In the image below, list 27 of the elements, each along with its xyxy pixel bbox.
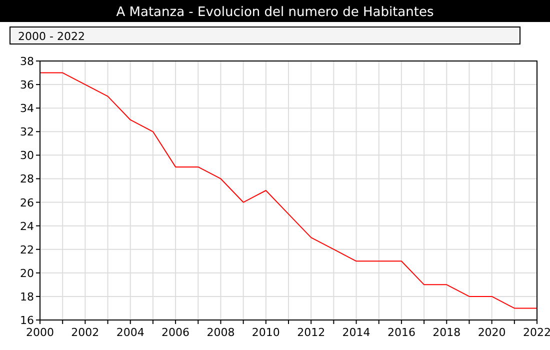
y-tick-label: 36 xyxy=(20,78,34,92)
y-tick-label: 32 xyxy=(20,126,34,139)
y-tick-label: 18 xyxy=(20,290,34,304)
y-tick-label: 28 xyxy=(20,172,34,186)
x-tick-label: 2014 xyxy=(342,326,370,339)
y-tick-label: 38 xyxy=(20,55,34,68)
x-tick-label: 2018 xyxy=(432,326,461,339)
y-tick-label: 24 xyxy=(20,220,34,233)
chart-title: A Matanza - Evolucion del numero de Habitantes xyxy=(116,5,434,20)
x-tick-label: 2008 xyxy=(206,326,235,339)
y-tick-label: 26 xyxy=(20,196,34,210)
y-tick-label: 30 xyxy=(20,149,34,162)
x-tick-label: 2020 xyxy=(478,326,506,339)
x-tick-label: 2006 xyxy=(162,326,190,339)
x-tick-label: 2010 xyxy=(252,326,280,339)
x-tick-label: 2016 xyxy=(387,326,416,339)
line-series xyxy=(40,72,538,309)
x-tick-label: 2004 xyxy=(116,326,144,339)
y-tick-label: 22 xyxy=(20,243,34,256)
x-tick-label: 2022 xyxy=(523,326,550,339)
y-tick-label: 20 xyxy=(20,266,34,280)
x-tick-label: 2012 xyxy=(297,326,326,339)
text: 2000 - 2022 xyxy=(18,30,85,43)
x-tick-label: 2002 xyxy=(71,326,100,339)
y-tick-label: 16 xyxy=(20,314,34,327)
y-tick-label: 34 xyxy=(20,102,34,116)
x-tick-label: 2000 xyxy=(26,326,54,339)
